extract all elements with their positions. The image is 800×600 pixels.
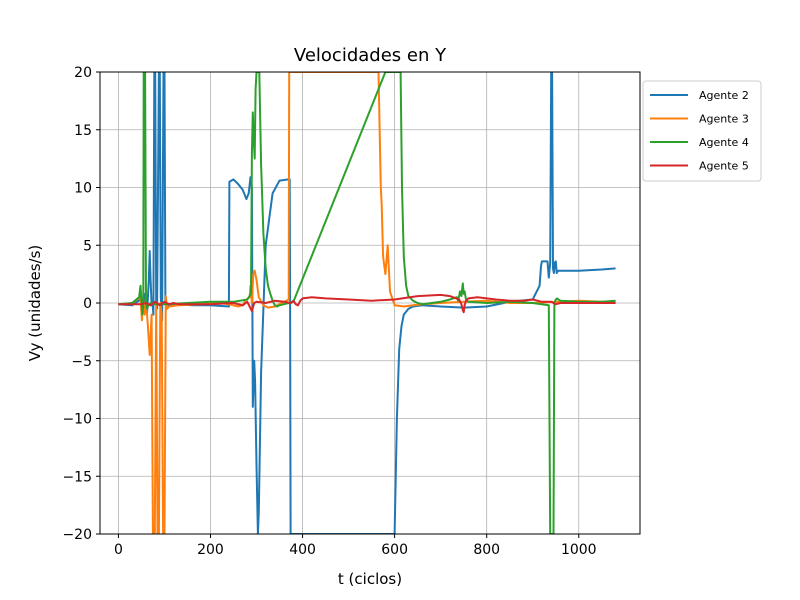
chart-title: Velocidades en Y [294,45,447,66]
y-tick-label: −10 [62,412,92,428]
x-axis-title: t (ciclos) [338,570,402,588]
x-tick-label: 200 [197,542,224,558]
y-tick-label: 15 [74,123,92,139]
series-line-agente-3 [118,72,616,534]
x-tick-label: 1000 [561,542,597,558]
y-axis-title: Vy (unidades/s) [26,245,44,362]
y-tick-label: −5 [71,354,92,370]
x-tick-label: 400 [289,542,316,558]
y-tick-label: 5 [83,238,92,254]
series-layer [118,72,616,534]
y-axis: −20 −15 −10 −5 0 5 10 15 20 [62,65,100,543]
legend: Agente 2 Agente 3 Agente 4 Agente 5 [642,80,762,182]
y-tick-label: −20 [62,527,92,543]
x-tick-label: 600 [381,542,408,558]
legend-box [642,80,762,182]
legend-label: Agente 2 [699,89,749,102]
series-line-agente-2 [118,72,616,534]
x-axis: 0 200 400 600 800 1000 [114,534,597,558]
y-tick-label: 10 [74,181,92,197]
x-tick-label: 0 [114,542,123,558]
legend-label: Agente 3 [699,113,749,126]
legend-label: Agente 4 [699,136,749,149]
x-tick-label: 800 [473,542,500,558]
series-line-agente-5 [118,293,616,314]
y-tick-label: 20 [74,65,92,81]
y-tick-label: 0 [83,296,92,312]
y-tick-label: −15 [62,469,92,485]
legend-label: Agente 5 [699,160,749,173]
